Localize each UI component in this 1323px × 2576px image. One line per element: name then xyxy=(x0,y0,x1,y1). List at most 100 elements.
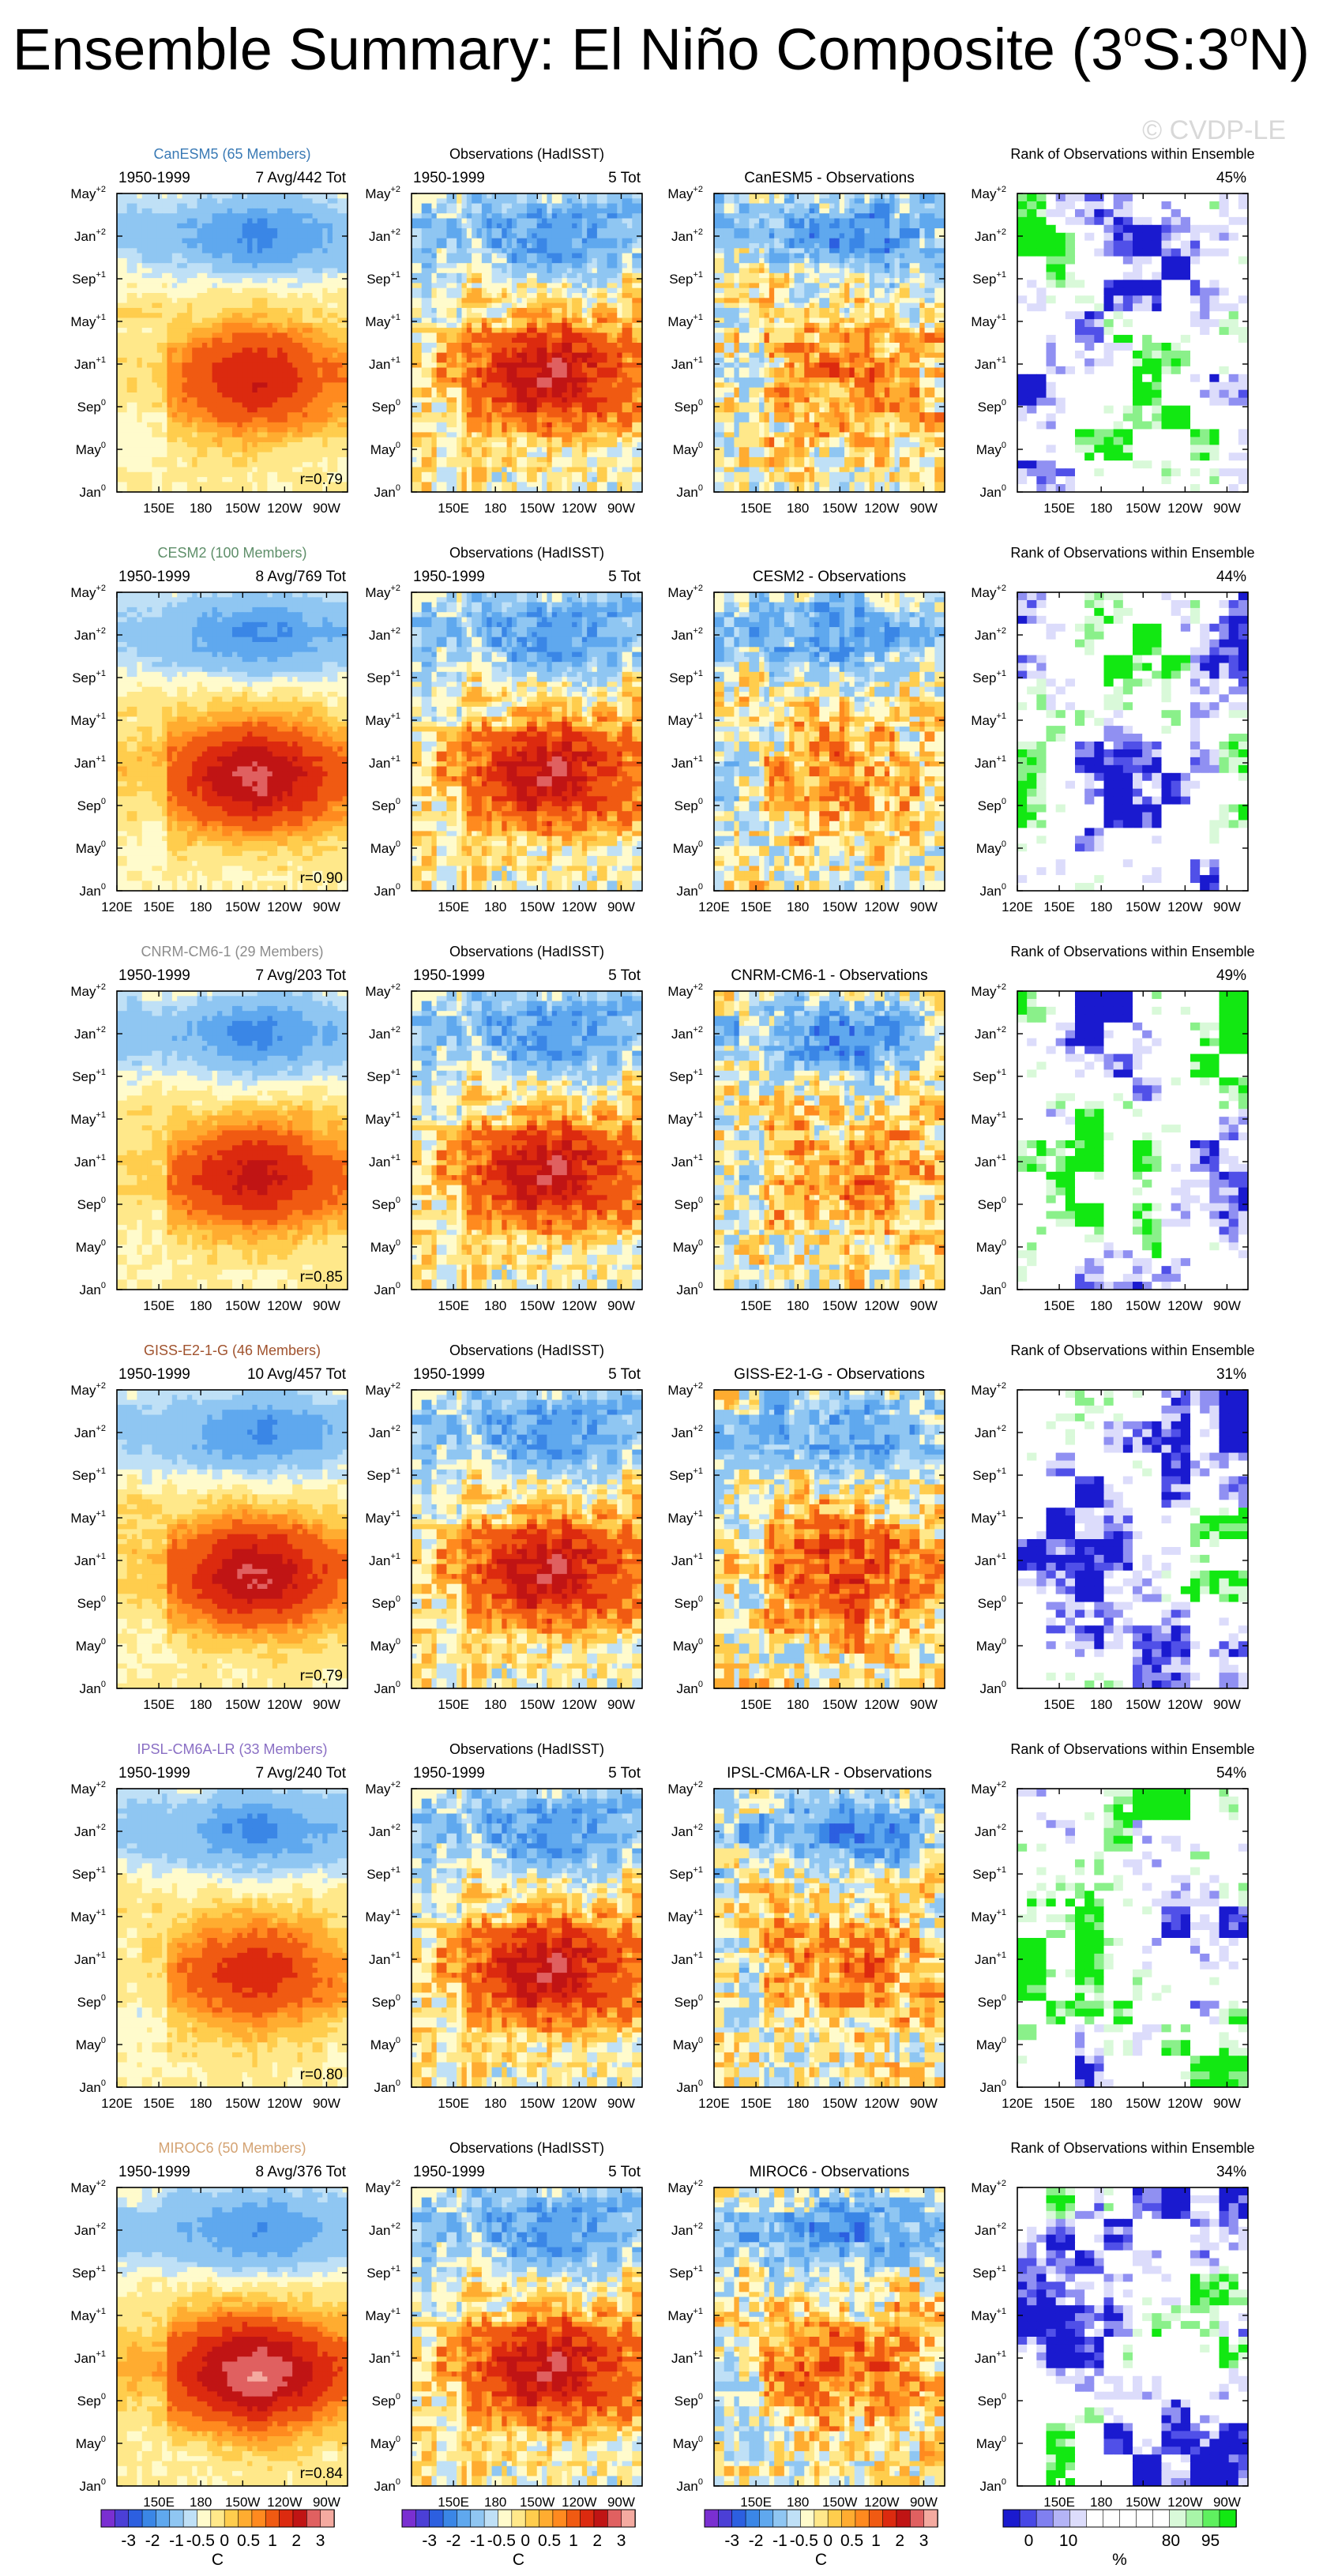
sst-cell xyxy=(117,213,122,219)
sst-cell xyxy=(282,258,288,264)
sst-cell xyxy=(262,228,268,234)
sst-cell xyxy=(147,253,152,259)
sst-cell xyxy=(242,223,248,229)
sst-cell xyxy=(137,243,142,249)
sst-cell xyxy=(232,228,238,234)
sst-cell xyxy=(202,248,208,253)
sst-cell xyxy=(303,204,308,209)
sst-cell xyxy=(122,263,127,268)
sst-cell xyxy=(227,193,233,199)
sst-cell xyxy=(202,233,208,238)
sst-cell xyxy=(122,253,127,259)
sst-cell xyxy=(267,268,272,274)
sst-cell xyxy=(333,248,338,253)
sst-cell xyxy=(152,193,157,199)
ensemble-summary-figure: Ensemble Summary: El Niño Composite (3oS… xyxy=(0,0,1323,2576)
sst-cell xyxy=(117,268,122,274)
sst-cell xyxy=(292,193,298,199)
sst-cell xyxy=(333,243,338,249)
sst-cell xyxy=(157,208,163,214)
sst-cell xyxy=(237,238,242,244)
sst-cell xyxy=(313,213,318,219)
sst-cell xyxy=(117,219,122,224)
sst-cell xyxy=(207,198,212,204)
sst-cell xyxy=(282,204,288,209)
sst-cell xyxy=(152,258,157,264)
sst-cell xyxy=(117,258,122,264)
sst-cell xyxy=(322,208,328,214)
sst-cell xyxy=(328,248,333,253)
sst-cell xyxy=(313,253,318,259)
sst-cell xyxy=(167,233,172,238)
sst-cell xyxy=(147,213,152,219)
sst-cell xyxy=(182,233,188,238)
sst-cell xyxy=(187,238,193,244)
sst-cell xyxy=(328,198,333,204)
sst-cell xyxy=(167,228,172,234)
sst-cell xyxy=(162,208,167,214)
sst-cell xyxy=(257,253,263,259)
sst-cell xyxy=(222,248,227,253)
sst-cell xyxy=(217,204,223,209)
sst-cell xyxy=(303,213,308,219)
sst-cell xyxy=(172,213,178,219)
sst-cell xyxy=(242,273,248,279)
sst-cell xyxy=(142,238,148,244)
sst-cell xyxy=(242,198,248,204)
sst-cell xyxy=(132,273,137,279)
sst-cell xyxy=(237,198,242,204)
sst-cell xyxy=(307,233,313,238)
sst-cell xyxy=(202,238,208,244)
sst-cell xyxy=(137,273,142,279)
sst-cell xyxy=(277,228,283,234)
sst-cell xyxy=(152,268,157,274)
sst-cell xyxy=(167,258,172,264)
sst-cell xyxy=(292,223,298,229)
sst-cell xyxy=(272,208,278,214)
sst-cell xyxy=(147,193,152,199)
sst-cell xyxy=(272,198,278,204)
sst-cell xyxy=(322,223,328,229)
sst-cell xyxy=(137,228,142,234)
sst-cell xyxy=(117,253,122,259)
sst-cell xyxy=(257,208,263,214)
sst-cell xyxy=(137,258,142,264)
sst-cell xyxy=(292,263,298,268)
sst-cell xyxy=(272,253,278,259)
sst-cell xyxy=(172,204,178,209)
sst-cell xyxy=(272,263,278,268)
sst-cell xyxy=(298,238,303,244)
sst-cell xyxy=(122,228,127,234)
sst-cell xyxy=(207,248,212,253)
sst-cell xyxy=(157,258,163,264)
sst-cell xyxy=(212,243,218,249)
sst-cell xyxy=(222,258,227,264)
sst-cell xyxy=(298,228,303,234)
sst-cell xyxy=(227,219,233,224)
sst-cell xyxy=(328,213,333,219)
sst-cell xyxy=(117,193,122,199)
sst-cell xyxy=(127,273,133,279)
sst-cell xyxy=(237,208,242,214)
sst-cell xyxy=(232,213,238,219)
watermark: © CVDP-LE xyxy=(1142,115,1286,145)
sst-cell xyxy=(288,233,293,238)
sst-cell xyxy=(307,193,313,199)
model-count: 7 Avg/442 Tot xyxy=(256,170,347,186)
sst-cell xyxy=(222,204,227,209)
sst-cell xyxy=(247,213,253,219)
sst-cell xyxy=(232,248,238,253)
sst-cell xyxy=(337,208,343,214)
sst-cell xyxy=(212,204,218,209)
sst-cell xyxy=(142,208,148,214)
sst-cell xyxy=(337,243,343,249)
sst-cell xyxy=(257,243,263,249)
sst-cell xyxy=(162,198,167,204)
sst-cell xyxy=(322,198,328,204)
sst-cell xyxy=(272,248,278,253)
sst-cell xyxy=(313,243,318,249)
sst-cell xyxy=(267,193,272,199)
sst-cell xyxy=(328,268,333,274)
sst-cell xyxy=(222,238,227,244)
sst-cell xyxy=(132,268,137,274)
